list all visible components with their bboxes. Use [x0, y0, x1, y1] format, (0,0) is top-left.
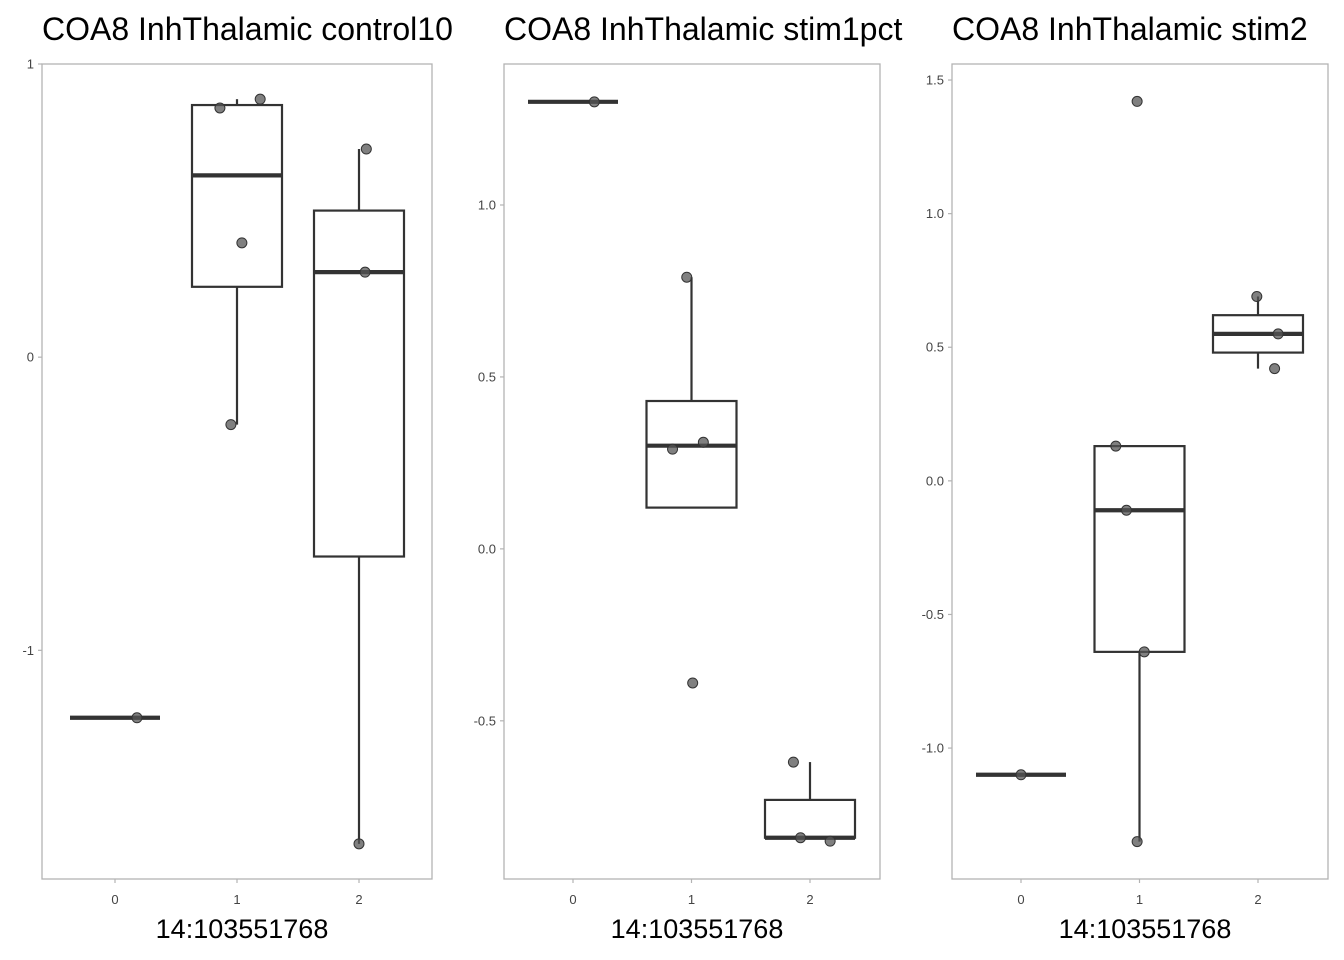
- data-point: [787, 756, 799, 768]
- data-point: [359, 266, 371, 278]
- box-iqr: [190, 103, 284, 288]
- data-point: [1120, 504, 1132, 516]
- data-point: [1269, 363, 1281, 375]
- chart-title: COA8 InhThalamic stim1pct: [504, 11, 902, 47]
- data-point: [1131, 836, 1143, 848]
- panel-1: COA8 InhThalamic stim1pct 1.0 0.5 0.0 -0.5 0 1…: [474, 11, 903, 944]
- data-point: [1251, 290, 1263, 302]
- y-tick-label: -0.5: [474, 713, 496, 728]
- box-iqr: [312, 209, 406, 558]
- data-point: [353, 838, 365, 850]
- x-tick-label: 0: [569, 892, 576, 907]
- panel-2: COA8 InhThalamic stim2 1.5 1.0 0.5 0.0 -0.5 -1…: [922, 11, 1329, 944]
- y-tick-label: -1.0: [922, 741, 944, 756]
- y-tick-label: 1.0: [478, 197, 496, 212]
- x-tick-label: 2: [1254, 892, 1261, 907]
- x-axis-label: 14:103551768: [1059, 914, 1232, 944]
- box-iqr: [645, 399, 738, 509]
- y-tick-label: -1: [22, 643, 34, 658]
- y-tick-label: -0.5: [922, 607, 944, 622]
- y-tick-label: 1: [27, 57, 34, 72]
- data-point: [1015, 769, 1027, 781]
- x-axis-label: 14:103551768: [156, 914, 329, 944]
- data-point: [1110, 440, 1122, 452]
- x-tick-label: 2: [806, 892, 813, 907]
- chart-title: COA8 InhThalamic stim2: [952, 11, 1308, 47]
- x-tick-label: 1: [233, 892, 240, 907]
- y-tick-label: 0.0: [926, 473, 944, 488]
- data-point: [1131, 95, 1143, 107]
- chart-title: COA8 InhThalamic control10: [42, 11, 453, 47]
- x-tick-label: 1: [1136, 892, 1143, 907]
- data-point: [681, 271, 693, 283]
- data-point: [236, 237, 248, 249]
- box-iqr: [1093, 445, 1186, 653]
- panel-0: COA8 InhThalamic control10 1 0 -1 0 1 2 14:1035…: [22, 11, 452, 944]
- data-point: [667, 443, 679, 455]
- y-tick-label: 0.0: [478, 541, 496, 556]
- data-point: [1272, 328, 1284, 340]
- data-point: [1138, 646, 1150, 658]
- data-point: [687, 677, 699, 689]
- y-tick-label: 1.5: [926, 73, 944, 88]
- x-tick-label: 0: [1017, 892, 1024, 907]
- data-point: [254, 93, 266, 105]
- y-tick-label: 0.5: [926, 340, 944, 355]
- x-axis-label: 14:103551768: [611, 914, 784, 944]
- data-point: [360, 143, 372, 155]
- x-tick-label: 1: [688, 892, 695, 907]
- y-tick-label: 0.5: [478, 369, 496, 384]
- y-tick-label: 1.0: [926, 206, 944, 221]
- data-point: [697, 436, 709, 448]
- x-tick-label: 2: [355, 892, 362, 907]
- y-tick-label: 0: [27, 350, 34, 365]
- x-tick-label: 0: [111, 892, 118, 907]
- data-point: [795, 832, 807, 844]
- data-point: [131, 712, 143, 724]
- data-point: [824, 835, 836, 847]
- box-iqr: [763, 798, 857, 839]
- data-point: [225, 419, 237, 431]
- data-point: [588, 96, 600, 108]
- data-point: [214, 102, 226, 114]
